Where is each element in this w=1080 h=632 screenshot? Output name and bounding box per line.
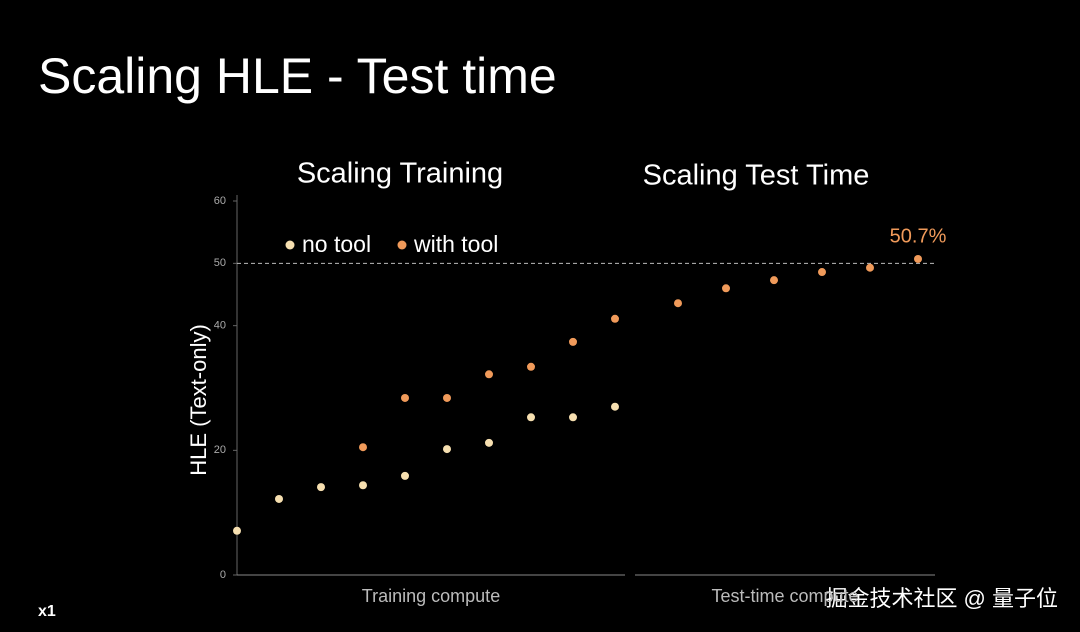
point [443, 445, 451, 454]
point [569, 337, 577, 346]
point [818, 268, 826, 277]
x-axis-label: Training compute [362, 586, 500, 606]
section-title: Scaling Training [297, 158, 503, 190]
y-axis-label: HLE (Text-only) [186, 324, 211, 476]
point [443, 393, 451, 402]
slide-title: Scaling HLE - Test time [38, 48, 557, 104]
point [527, 362, 535, 371]
x-axis-label: Test-time compute [711, 586, 858, 606]
point [485, 438, 493, 447]
section-title: Scaling Test Time [643, 160, 870, 192]
data-label: 50.7% [890, 225, 947, 247]
point [527, 413, 535, 422]
y-tick-label: 60 [214, 195, 226, 207]
logo: x1 [38, 603, 56, 620]
point [233, 526, 241, 535]
point [674, 299, 682, 308]
legend-marker [397, 240, 407, 250]
point [770, 276, 778, 285]
point [275, 494, 283, 503]
y-tick-label: 40 [214, 320, 226, 332]
y-tick-label: 20 [214, 444, 226, 456]
point [914, 254, 922, 263]
point [722, 284, 730, 293]
point [317, 483, 325, 492]
watermark: 掘金技术社区 @ 量子位 [825, 586, 1058, 611]
point [359, 443, 367, 452]
point [611, 314, 619, 323]
point [866, 263, 874, 272]
legend-label: with tool [413, 231, 498, 257]
point [611, 402, 619, 411]
point [401, 393, 409, 402]
y-tick-label: 0 [220, 569, 226, 581]
legend-label: no tool [302, 231, 371, 257]
legend-marker [285, 240, 295, 250]
point [569, 413, 577, 422]
point [401, 471, 409, 480]
point [359, 481, 367, 490]
point [485, 370, 493, 379]
y-tick-label: 50 [214, 257, 226, 269]
